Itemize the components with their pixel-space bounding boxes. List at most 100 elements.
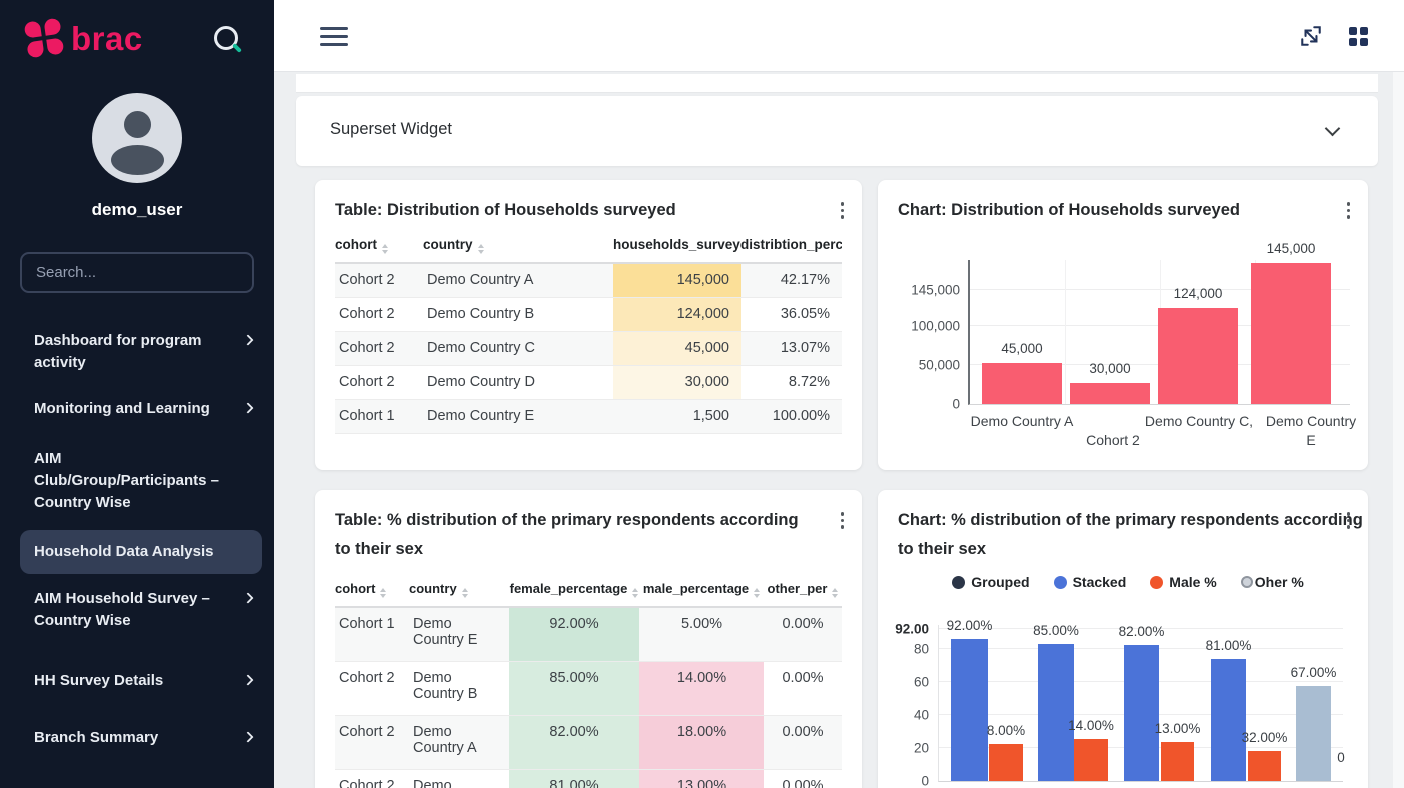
sidebar-item-aim-household-survey-country-wise[interactable]: AIM Household Survey – Country Wise xyxy=(20,588,262,632)
column-header-female-percentage[interactable]: female_percentage xyxy=(509,576,639,608)
dashboard-content: Superset Widget Table: Distribution of H… xyxy=(274,72,1404,788)
bar-value-label: 45,000 xyxy=(1001,341,1043,356)
sidebar-item-label: AIM Household Survey – Country Wise xyxy=(34,590,210,629)
chevron-down-icon[interactable] xyxy=(1324,120,1341,137)
bar-value-label: 14.00% xyxy=(1068,718,1114,733)
table-header-row: cohort country female_percentage male_perce… xyxy=(335,576,842,608)
column-header-country[interactable]: country xyxy=(423,232,613,264)
cell-male-percentage: 13.00% xyxy=(639,769,764,788)
column-header-households-surveyed[interactable]: households_surveyed xyxy=(613,232,741,264)
cell-country: Demo xyxy=(409,769,509,788)
y-axis-tick-label: 20 xyxy=(913,740,929,756)
kebab-menu-icon[interactable] xyxy=(1345,200,1353,221)
table-row: Cohort 2 Demo Country B 85.00% 14.00% 0.00% xyxy=(335,661,842,716)
card-title: Table: % distribution of the primary res… xyxy=(335,511,799,558)
column-header-cohort[interactable]: cohort xyxy=(335,232,423,264)
table-row: Cohort 2 Demo Country A 145,000 42.17% xyxy=(335,263,842,298)
sidebar-item-branch-summary[interactable]: Branch Summary xyxy=(20,727,262,749)
user-name: demo_user xyxy=(91,200,183,219)
cell-country: Demo Country C xyxy=(423,331,613,366)
legend-label: Stacked xyxy=(1072,574,1127,590)
chevron-right-icon xyxy=(242,402,254,414)
table-header-row: cohort country households_surveyeddistribt… xyxy=(335,232,842,264)
sidebar-item-dashboard-for-program-activity[interactable]: Dashboard for program activity xyxy=(20,330,262,374)
avatar-person-icon xyxy=(124,111,151,138)
legend-item-oher[interactable]: Oher % xyxy=(1240,574,1304,590)
top-bar xyxy=(274,0,1404,72)
expand-icon[interactable] xyxy=(1299,24,1323,48)
cell-country: Demo Country B xyxy=(409,661,509,716)
legend-dot-icon xyxy=(1150,575,1164,589)
x-axis-tick-label: E xyxy=(1306,432,1316,448)
bar-value-label: 124,000 xyxy=(1173,286,1223,301)
superset-widget-panel: Superset Widget xyxy=(296,96,1378,166)
bar-households xyxy=(1251,263,1331,404)
column-header-other-per[interactable]: other_per xyxy=(764,576,842,608)
chevron-right-icon xyxy=(242,674,254,686)
cell-other-percentage: 0.00% xyxy=(764,607,842,662)
kebab-menu-icon[interactable] xyxy=(839,200,847,221)
search-input[interactable] xyxy=(20,252,254,293)
card-title: Table: Distribution of Households survey… xyxy=(335,201,676,219)
brac-logo-text: brac xyxy=(71,19,143,57)
sort-icon xyxy=(380,588,387,598)
avatar[interactable] xyxy=(92,93,182,183)
sidebar-item-aim-club-group-participants-country-wise[interactable]: AIM Club/Group/Participants – Country Wi… xyxy=(20,448,262,514)
legend-item-grouped[interactable]: Grouped xyxy=(952,574,1030,590)
table-row: Cohort 2 Demo Country C 45,000 13.07% xyxy=(335,331,842,366)
sidebar-item-household-data-analysis[interactable]: Household Data Analysis xyxy=(20,530,262,574)
chevron-right-icon xyxy=(242,334,254,346)
column-header-label: cohort xyxy=(335,237,377,252)
card-chart-households: Chart: Distribution of Households survey… xyxy=(878,180,1368,470)
cell-cohort: Cohort 2 xyxy=(335,263,423,298)
cell-distribution-percent: 100.00% xyxy=(741,399,842,434)
cell-households-surveyed: 1,500 xyxy=(613,399,741,434)
bar-male xyxy=(1074,739,1108,781)
cell-households-surveyed: 145,000 xyxy=(613,263,741,298)
bar-value-label: 32.00% xyxy=(1241,730,1288,745)
column-header-male-percentage[interactable]: male_percentage xyxy=(639,576,764,608)
cell-cohort: Cohort 2 xyxy=(335,661,409,716)
search-icon[interactable] xyxy=(214,26,238,50)
legend-item-male[interactable]: Male % xyxy=(1150,574,1217,590)
cell-cohort: Cohort 2 xyxy=(335,331,423,366)
gridline xyxy=(939,628,1343,629)
sort-icon xyxy=(632,588,639,598)
cell-households-surveyed: 45,000 xyxy=(613,331,741,366)
legend-dot-icon xyxy=(1053,575,1067,589)
sidebar-item-hh-survey-details[interactable]: HH Survey Details xyxy=(20,670,262,692)
hamburger-menu-icon[interactable] xyxy=(320,27,348,51)
cell-country: Demo Country A xyxy=(423,263,613,298)
y-axis-tick-label: 100,000 xyxy=(911,318,960,334)
bar-male xyxy=(1161,742,1194,781)
table-row: Cohort 1 Demo Country E 1,500 100.00% xyxy=(335,399,842,434)
sidebar-item-monitoring-and-learning[interactable]: Monitoring and Learning xyxy=(20,398,262,420)
card-chart-sex-distribution: Chart: % distribution of the primary res… xyxy=(878,490,1368,788)
sidebar-item-label: HH Survey Details xyxy=(34,672,164,689)
brac-logo[interactable]: brac xyxy=(23,17,143,59)
scrollbar[interactable] xyxy=(1393,72,1404,788)
kebab-menu-icon[interactable] xyxy=(1345,510,1353,531)
bar-value-label: 8.00% xyxy=(986,723,1026,738)
bar-value-label: 85.00% xyxy=(1033,623,1079,638)
legend-item-stacked[interactable]: Stacked xyxy=(1053,574,1127,590)
column-header-cohort[interactable]: cohort xyxy=(335,576,409,608)
column-header-country[interactable]: country xyxy=(409,576,509,608)
bar-male xyxy=(989,744,1023,781)
legend-dot-icon xyxy=(1240,576,1253,588)
cell-distribution-percent: 13.07% xyxy=(741,331,842,366)
column-header-label: other_per xyxy=(767,581,828,596)
cell-male-percentage: 14.00% xyxy=(639,661,764,716)
chevron-right-icon xyxy=(242,731,254,743)
legend-label: Male % xyxy=(1169,574,1217,590)
bar-male xyxy=(1248,751,1281,781)
bar-value-label: 67.00% xyxy=(1290,665,1337,680)
grid-apps-icon[interactable] xyxy=(1349,26,1368,46)
y-axis-tick-label: 80 xyxy=(913,641,929,657)
column-header-distribtion-percent[interactable]: distribtion_percent xyxy=(741,232,842,264)
cell-male-percentage: 18.00% xyxy=(639,715,764,770)
cell-distribution-percent: 36.05% xyxy=(741,297,842,332)
bar-households xyxy=(1070,383,1150,404)
kebab-menu-icon[interactable] xyxy=(839,510,847,531)
cell-cohort: Cohort 2 xyxy=(335,769,409,788)
